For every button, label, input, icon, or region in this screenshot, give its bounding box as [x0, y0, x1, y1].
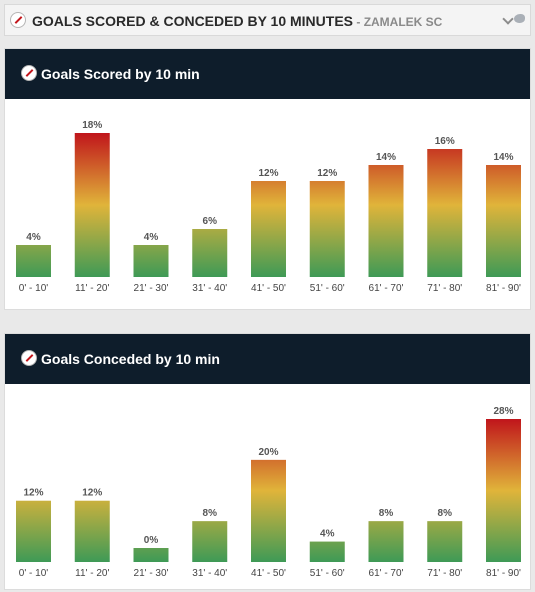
data-label: 6% — [203, 216, 218, 227]
goals-scored-chart: 4% 0' - 10' 18% 11' - 20' 4% 21' - 30' 6% 31' -… — [16, 120, 521, 294]
bar — [74, 500, 110, 562]
goals-conceded-panel: Goals Conceded by 10 min 12% 0' - 10' 12% 1… — [4, 333, 531, 590]
data-label: 4% — [320, 529, 335, 540]
club-crest-icon — [21, 350, 37, 366]
x-tick-label: 71' - 80' — [427, 568, 462, 579]
bar — [368, 521, 404, 562]
data-label: 12% — [23, 488, 43, 499]
data-label: 4% — [26, 232, 41, 243]
data-label: 12% — [258, 168, 278, 179]
bar — [192, 229, 228, 277]
x-tick-label: 51' - 60' — [310, 283, 345, 294]
bar — [486, 165, 521, 277]
x-tick-label: 81' - 90' — [486, 568, 521, 579]
x-tick-label: 31' - 40' — [192, 283, 227, 294]
bar — [251, 459, 286, 562]
x-tick-label: 41' - 50' — [251, 568, 286, 579]
data-label: 12% — [317, 168, 337, 179]
bar — [427, 521, 463, 562]
bar — [427, 149, 463, 277]
data-label: 4% — [144, 232, 159, 243]
goals-conceded-chart: 12% 0' - 10' 12% 11' - 20' 0% 21' - 30' 8% 31' … — [16, 406, 521, 579]
x-tick-label: 81' - 90' — [486, 283, 521, 294]
x-tick-label: 11' - 20' — [75, 283, 109, 294]
panel-title: Goals Scored by 10 min — [41, 66, 200, 82]
chevron-down-icon[interactable] — [502, 13, 514, 25]
data-label: 14% — [376, 152, 396, 163]
x-tick-label: 71' - 80' — [427, 283, 462, 294]
title-text: GOALS SCORED & CONCEDED BY 10 MINUTES — [32, 13, 354, 29]
team-name: ZAMALEK SC — [363, 15, 443, 29]
data-label: 12% — [82, 488, 102, 499]
x-tick-label: 41' - 50' — [251, 283, 286, 294]
panel-header: Goals Conceded by 10 min — [5, 334, 530, 384]
data-label: 0% — [144, 535, 159, 546]
data-label: 16% — [435, 136, 455, 147]
bar — [309, 181, 345, 277]
bar — [192, 521, 228, 562]
x-tick-label: 0' - 10' — [19, 568, 48, 579]
x-tick-label: 21' - 30' — [134, 283, 169, 294]
club-crest-icon — [21, 65, 37, 81]
data-label: 8% — [438, 508, 453, 519]
bar — [133, 245, 169, 277]
x-tick-label: 11' - 20' — [75, 568, 109, 579]
bar — [16, 245, 51, 277]
page-title: GOALS SCORED & CONCEDED BY 10 MINUTES - … — [32, 13, 442, 29]
x-tick-label: 61' - 70' — [369, 568, 404, 579]
club-crest-icon — [10, 12, 26, 28]
panel-title: Goals Conceded by 10 min — [41, 351, 220, 367]
title-separator: - — [353, 15, 364, 29]
data-label: 28% — [493, 406, 513, 417]
bar — [251, 181, 286, 277]
data-label: 20% — [258, 447, 278, 458]
bar — [133, 548, 169, 562]
x-tick-label: 61' - 70' — [369, 283, 404, 294]
twitter-icon[interactable] — [514, 14, 525, 23]
x-tick-label: 51' - 60' — [310, 568, 345, 579]
bar — [16, 500, 51, 562]
top-bar: GOALS SCORED & CONCEDED BY 10 MINUTES - … — [4, 4, 531, 36]
data-label: 8% — [379, 508, 394, 519]
x-tick-label: 0' - 10' — [19, 283, 48, 294]
bar — [486, 419, 521, 562]
data-label: 18% — [82, 120, 102, 131]
bar — [74, 133, 110, 277]
data-label: 8% — [203, 508, 218, 519]
data-label: 14% — [493, 152, 513, 163]
panel-header: Goals Scored by 10 min — [5, 49, 530, 99]
goals-scored-panel: Goals Scored by 10 min 4% 0' - 10' 18% 11' … — [4, 48, 531, 310]
bar — [368, 165, 404, 277]
x-tick-label: 31' - 40' — [192, 568, 227, 579]
x-tick-label: 21' - 30' — [134, 568, 169, 579]
bar — [309, 541, 345, 562]
